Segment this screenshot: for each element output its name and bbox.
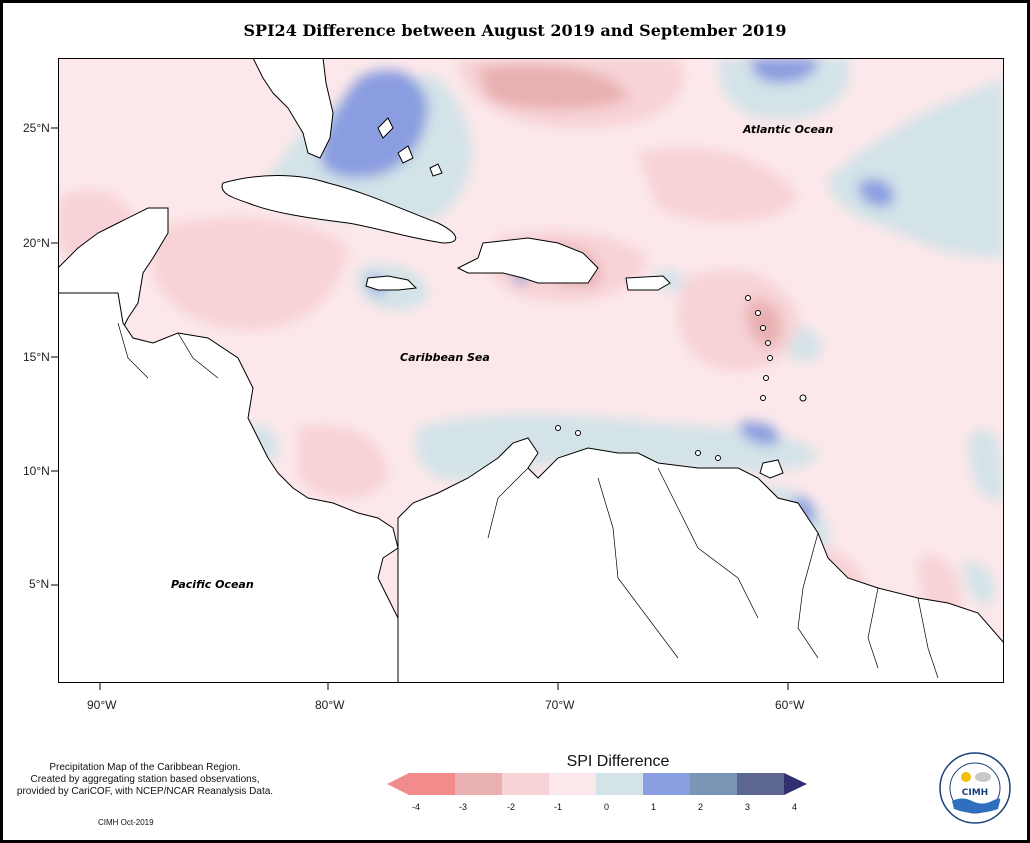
legend-tick-neg1: -1 xyxy=(554,802,562,812)
legend-title: SPI Difference xyxy=(566,753,670,770)
legend-swatch-zero xyxy=(596,773,643,795)
legend-swatch-pos1 xyxy=(643,773,690,795)
figure-title: SPI24 Difference between August 2019 and… xyxy=(243,21,787,40)
lon-tick-60: 60°W xyxy=(775,698,805,712)
label-caribbean-sea: Caribbean Sea xyxy=(400,351,490,364)
footer-line-1: Precipitation Map of the Caribbean Regio… xyxy=(49,762,241,773)
coastlines xyxy=(58,58,1004,683)
country-borders xyxy=(117,322,939,679)
footer-line-2: Created by aggregating station based obs… xyxy=(30,774,260,785)
legend-tick-neg3: -3 xyxy=(459,802,467,812)
lat-tick-25: 25°N xyxy=(23,121,50,135)
legend-arrow-right xyxy=(784,773,807,795)
lat-tick-20: 20°N xyxy=(23,236,50,250)
map-panel: Atlantic Ocean Caribbean Sea Pacific Oce… xyxy=(23,58,1004,712)
lat-tick-15: 15°N xyxy=(23,350,50,364)
wave-icon xyxy=(952,798,1001,813)
lat-axis: 25°N 20°N 15°N 10°N 5°N xyxy=(23,121,58,591)
legend-tick-zero: 0 xyxy=(604,802,609,812)
legend-swatch-neg4 xyxy=(409,773,455,795)
legend-tick-pos3: 3 xyxy=(745,802,750,812)
legend-tick-pos1: 1 xyxy=(651,802,656,812)
legend-tick-neg4: -4 xyxy=(412,802,420,812)
legend-swatch-pos2 xyxy=(690,773,737,795)
label-pacific-ocean: Pacific Ocean xyxy=(171,578,254,591)
label-atlantic-ocean: Atlantic Ocean xyxy=(742,123,833,136)
lon-axis: 90°W 80°W 70°W 60°W xyxy=(87,683,805,712)
sun-icon xyxy=(961,772,971,782)
lat-tick-10: 10°N xyxy=(23,464,50,478)
map-canvas: Atlantic Ocean Caribbean Sea Pacific Oce… xyxy=(58,58,1004,683)
cloud-icon xyxy=(975,772,991,782)
legend-tick-pos4: 4 xyxy=(792,802,797,812)
footer-line-3: provided by CariCOF, with NCEP/NCAR Rean… xyxy=(16,786,274,797)
legend-swatch-pos3 xyxy=(737,773,784,795)
footer-date: CIMH Oct-2019 xyxy=(98,818,154,827)
legend-colorbar: -4 -3 -2 -1 0 1 2 3 4 xyxy=(387,773,807,812)
lon-tick-80: 80°W xyxy=(315,698,345,712)
legend-swatch-neg3 xyxy=(455,773,502,795)
legend-swatch-neg1 xyxy=(549,773,596,795)
lon-tick-90: 90°W xyxy=(87,698,117,712)
map-border xyxy=(58,58,1004,683)
legend-arrow-left xyxy=(387,773,409,795)
footer-note: Precipitation Map of the Caribbean Regio… xyxy=(9,762,281,798)
legend-tick-neg2: -2 xyxy=(507,802,515,812)
legend-tick-pos2: 2 xyxy=(698,802,703,812)
lat-tick-5: 5°N xyxy=(29,577,49,591)
cimh-logo: CIMH xyxy=(939,752,1011,824)
lon-tick-70: 70°W xyxy=(545,698,575,712)
logo-text: CIMH xyxy=(962,788,988,798)
legend-swatch-neg2 xyxy=(502,773,549,795)
